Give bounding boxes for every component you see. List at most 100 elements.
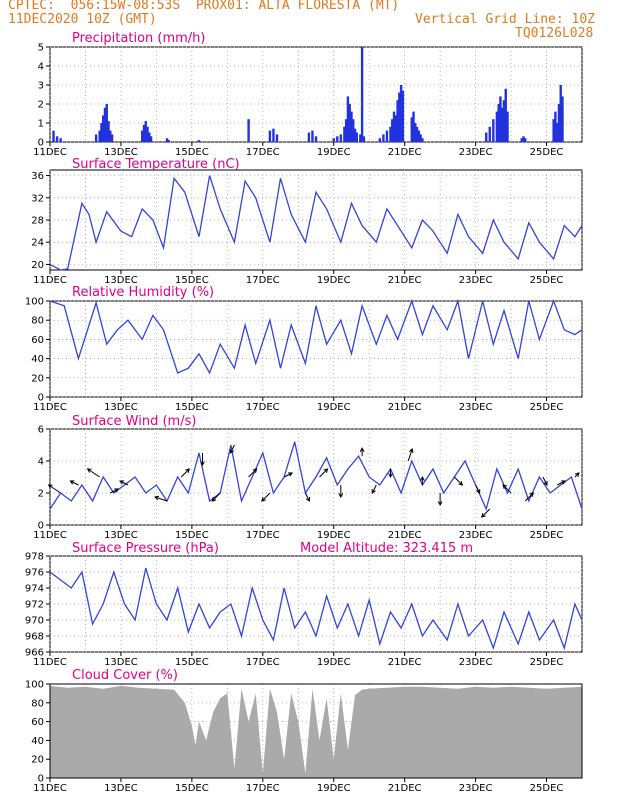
precip-bar: [314, 136, 318, 142]
cloud-title: Cloud Cover (%): [72, 668, 178, 683]
precip-bar: [141, 130, 144, 142]
precip-bar: [110, 134, 114, 142]
wind-arrow-head: [574, 472, 580, 477]
cloud-ytick-label: 0: [38, 774, 44, 785]
pres-ytick-label: 974: [25, 584, 44, 595]
rh-ytick-label: 80: [31, 316, 44, 327]
wind-xtick-label: 19DEC: [317, 530, 351, 541]
wind-arrow: [319, 468, 328, 478]
pres-xtick-label: 11DEC: [33, 657, 67, 668]
rh-xtick-label: 25DEC: [530, 402, 564, 413]
pres-subtitle: Model Altitude: 323.415 m: [300, 541, 473, 556]
cloud-frame-top: [49, 683, 583, 779]
temp-xtick-label: 23DEC: [459, 275, 493, 286]
header-line1: CPTEC: 056:15W-08:53S PROX01: ALTA FLORE…: [8, 0, 400, 13]
precip-bar: [359, 134, 362, 142]
precip-bar: [499, 96, 502, 142]
precip-bar: [268, 130, 272, 142]
temp-ytick-label: 32: [31, 193, 44, 204]
wind-arrow-head: [185, 468, 190, 473]
precip-bar: [391, 119, 394, 142]
precip-xtick-label: 17DEC: [246, 147, 280, 158]
precip-bar: [488, 126, 491, 142]
wind-ytick-label: 0: [38, 521, 44, 532]
rh-xtick-label: 17DEC: [246, 402, 280, 413]
wind-arrow-head: [543, 480, 548, 486]
wind-arrow: [180, 468, 190, 478]
wind-arrow-head: [200, 461, 205, 467]
precip-xtick-label: 23DEC: [459, 147, 493, 158]
precip-bar: [410, 117, 413, 142]
precip-bar: [412, 111, 415, 142]
precip-bar: [307, 132, 311, 142]
precip-bar: [344, 119, 348, 142]
precip-bar: [378, 138, 382, 142]
precip-bar: [105, 104, 108, 142]
precip-bar: [485, 132, 488, 142]
wind-arrow: [154, 496, 168, 502]
wind-arrow-head: [420, 475, 425, 481]
wind-arrow-head: [119, 480, 125, 485]
wind-arrow-head: [86, 468, 92, 473]
precip-bar: [492, 119, 495, 142]
pres-ytick-label: 968: [25, 632, 44, 643]
precip-bar: [352, 119, 355, 142]
wind-arrow: [87, 468, 100, 478]
precip-bar: [394, 115, 397, 142]
temp-ytick-label: 20: [31, 260, 44, 271]
cloud-ytick-label: 60: [31, 717, 44, 728]
precip-bar: [146, 126, 149, 142]
pres-xtick-label: 13DEC: [104, 657, 138, 668]
header-datetime: 11DEC2020 10Z (GMT): [8, 12, 157, 27]
cloud-ytick-label: 80: [31, 698, 44, 709]
pres-xtick-label: 15DEC: [175, 657, 209, 668]
wind-arrow-head: [561, 480, 567, 485]
cloud-xtick-label: 23DEC: [459, 783, 493, 794]
wind-arrow-head: [252, 468, 258, 473]
wind-ytick-label: 4: [38, 457, 44, 468]
precip-bar: [197, 140, 201, 142]
wind-arrow: [453, 476, 463, 486]
precip-xtick-label: 21DEC: [388, 147, 422, 158]
precip-bar: [399, 85, 403, 142]
pres-xtick-label: 19DEC: [317, 657, 351, 668]
precip-bar: [52, 130, 55, 142]
precip-bar: [59, 138, 62, 142]
temp-xtick-label: 15DEC: [175, 275, 209, 286]
temp-title: Surface Temperature (nC): [72, 157, 240, 172]
wind-arrow-head: [338, 493, 344, 499]
wind-xtick-label: 25DEC: [530, 530, 564, 541]
wind-arrow: [70, 480, 79, 486]
pres-ytick-label: 966: [25, 648, 44, 659]
cloud-xtick-label: 11DEC: [33, 783, 67, 794]
wind-arrow: [407, 448, 413, 462]
wind-arrow: [502, 484, 512, 494]
wind-xtick-label: 11DEC: [33, 530, 67, 541]
rh-ytick-label: 40: [31, 354, 44, 365]
cloud-xtick-label: 15DEC: [175, 783, 209, 794]
pres-title: Surface Pressure (hPa): [72, 541, 219, 556]
precip-bar: [497, 104, 500, 142]
precip-bar: [362, 136, 366, 142]
precip-ytick-label: 1: [38, 119, 44, 130]
precip-bar: [415, 126, 419, 142]
pres-xtick-label: 21DEC: [388, 657, 422, 668]
temp-xtick-label: 21DEC: [388, 275, 422, 286]
precip-bar: [414, 123, 417, 142]
header-model-id: TQ0126L028: [515, 26, 594, 41]
precip-bar: [382, 134, 385, 142]
wind-arrow-head: [437, 501, 443, 507]
temp-xtick-label: 17DEC: [246, 275, 280, 286]
wind-arrow-head: [529, 492, 534, 497]
rh-ytick-label: 100: [25, 297, 44, 308]
precip-bar: [389, 126, 392, 142]
wind-arrow: [110, 488, 119, 494]
wind-xtick-label: 21DEC: [388, 530, 422, 541]
wind-arrow-head: [288, 472, 294, 477]
wind-arrow-head: [359, 447, 365, 452]
precip-ytick-label: 4: [38, 62, 44, 73]
rh-xtick-label: 13DEC: [104, 402, 138, 413]
cloud-ytick-label: 40: [31, 736, 44, 747]
rh-ytick-label: 20: [31, 373, 44, 384]
